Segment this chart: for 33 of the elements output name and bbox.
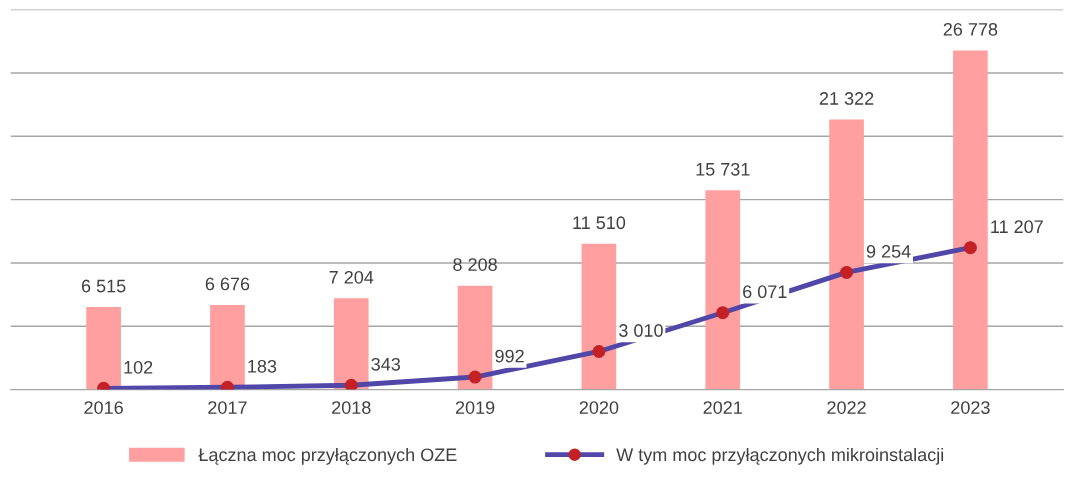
x-tick-label: 2018 (332, 401, 371, 414)
x-tick-label: 2019 (455, 401, 495, 414)
bar (333, 298, 369, 390)
data-label: 9 254 (866, 245, 911, 258)
legend-label: Łączna moc przyłączonych OZE (198, 447, 457, 465)
data-label: 11 207 (991, 220, 1043, 234)
bar (705, 190, 741, 390)
data-label: 6 676 (205, 277, 250, 291)
data-label: 343 (371, 357, 401, 371)
bar (581, 243, 617, 390)
data-label: 102 (124, 360, 153, 374)
data-label: 3 010 (619, 324, 663, 337)
bar (86, 307, 121, 390)
x-tick-label: 2022 (827, 401, 866, 414)
bar (953, 50, 988, 390)
bar (457, 285, 493, 390)
data-label: 6 515 (81, 279, 126, 293)
x-tick-label: 2016 (84, 401, 123, 414)
data-label: 15 731 (696, 162, 750, 176)
data-label: 183 (248, 359, 277, 373)
x-tick-label: 2021 (703, 401, 742, 414)
x-tick-label: 2017 (208, 401, 247, 414)
data-label: 26 778 (943, 22, 998, 36)
data-label: 992 (495, 349, 524, 363)
data-label: 8 208 (453, 258, 497, 271)
legend-label: W tym moc przyłączonych mikroinstalacji (616, 447, 944, 465)
data-label: 11 510 (573, 216, 626, 230)
bar (829, 119, 864, 390)
data-label: 21 322 (819, 92, 874, 105)
data-label: 6 071 (743, 285, 787, 299)
x-tick-label: 2020 (579, 401, 619, 414)
x-tick-label: 2023 (951, 401, 990, 414)
data-label: 7 204 (329, 270, 374, 284)
